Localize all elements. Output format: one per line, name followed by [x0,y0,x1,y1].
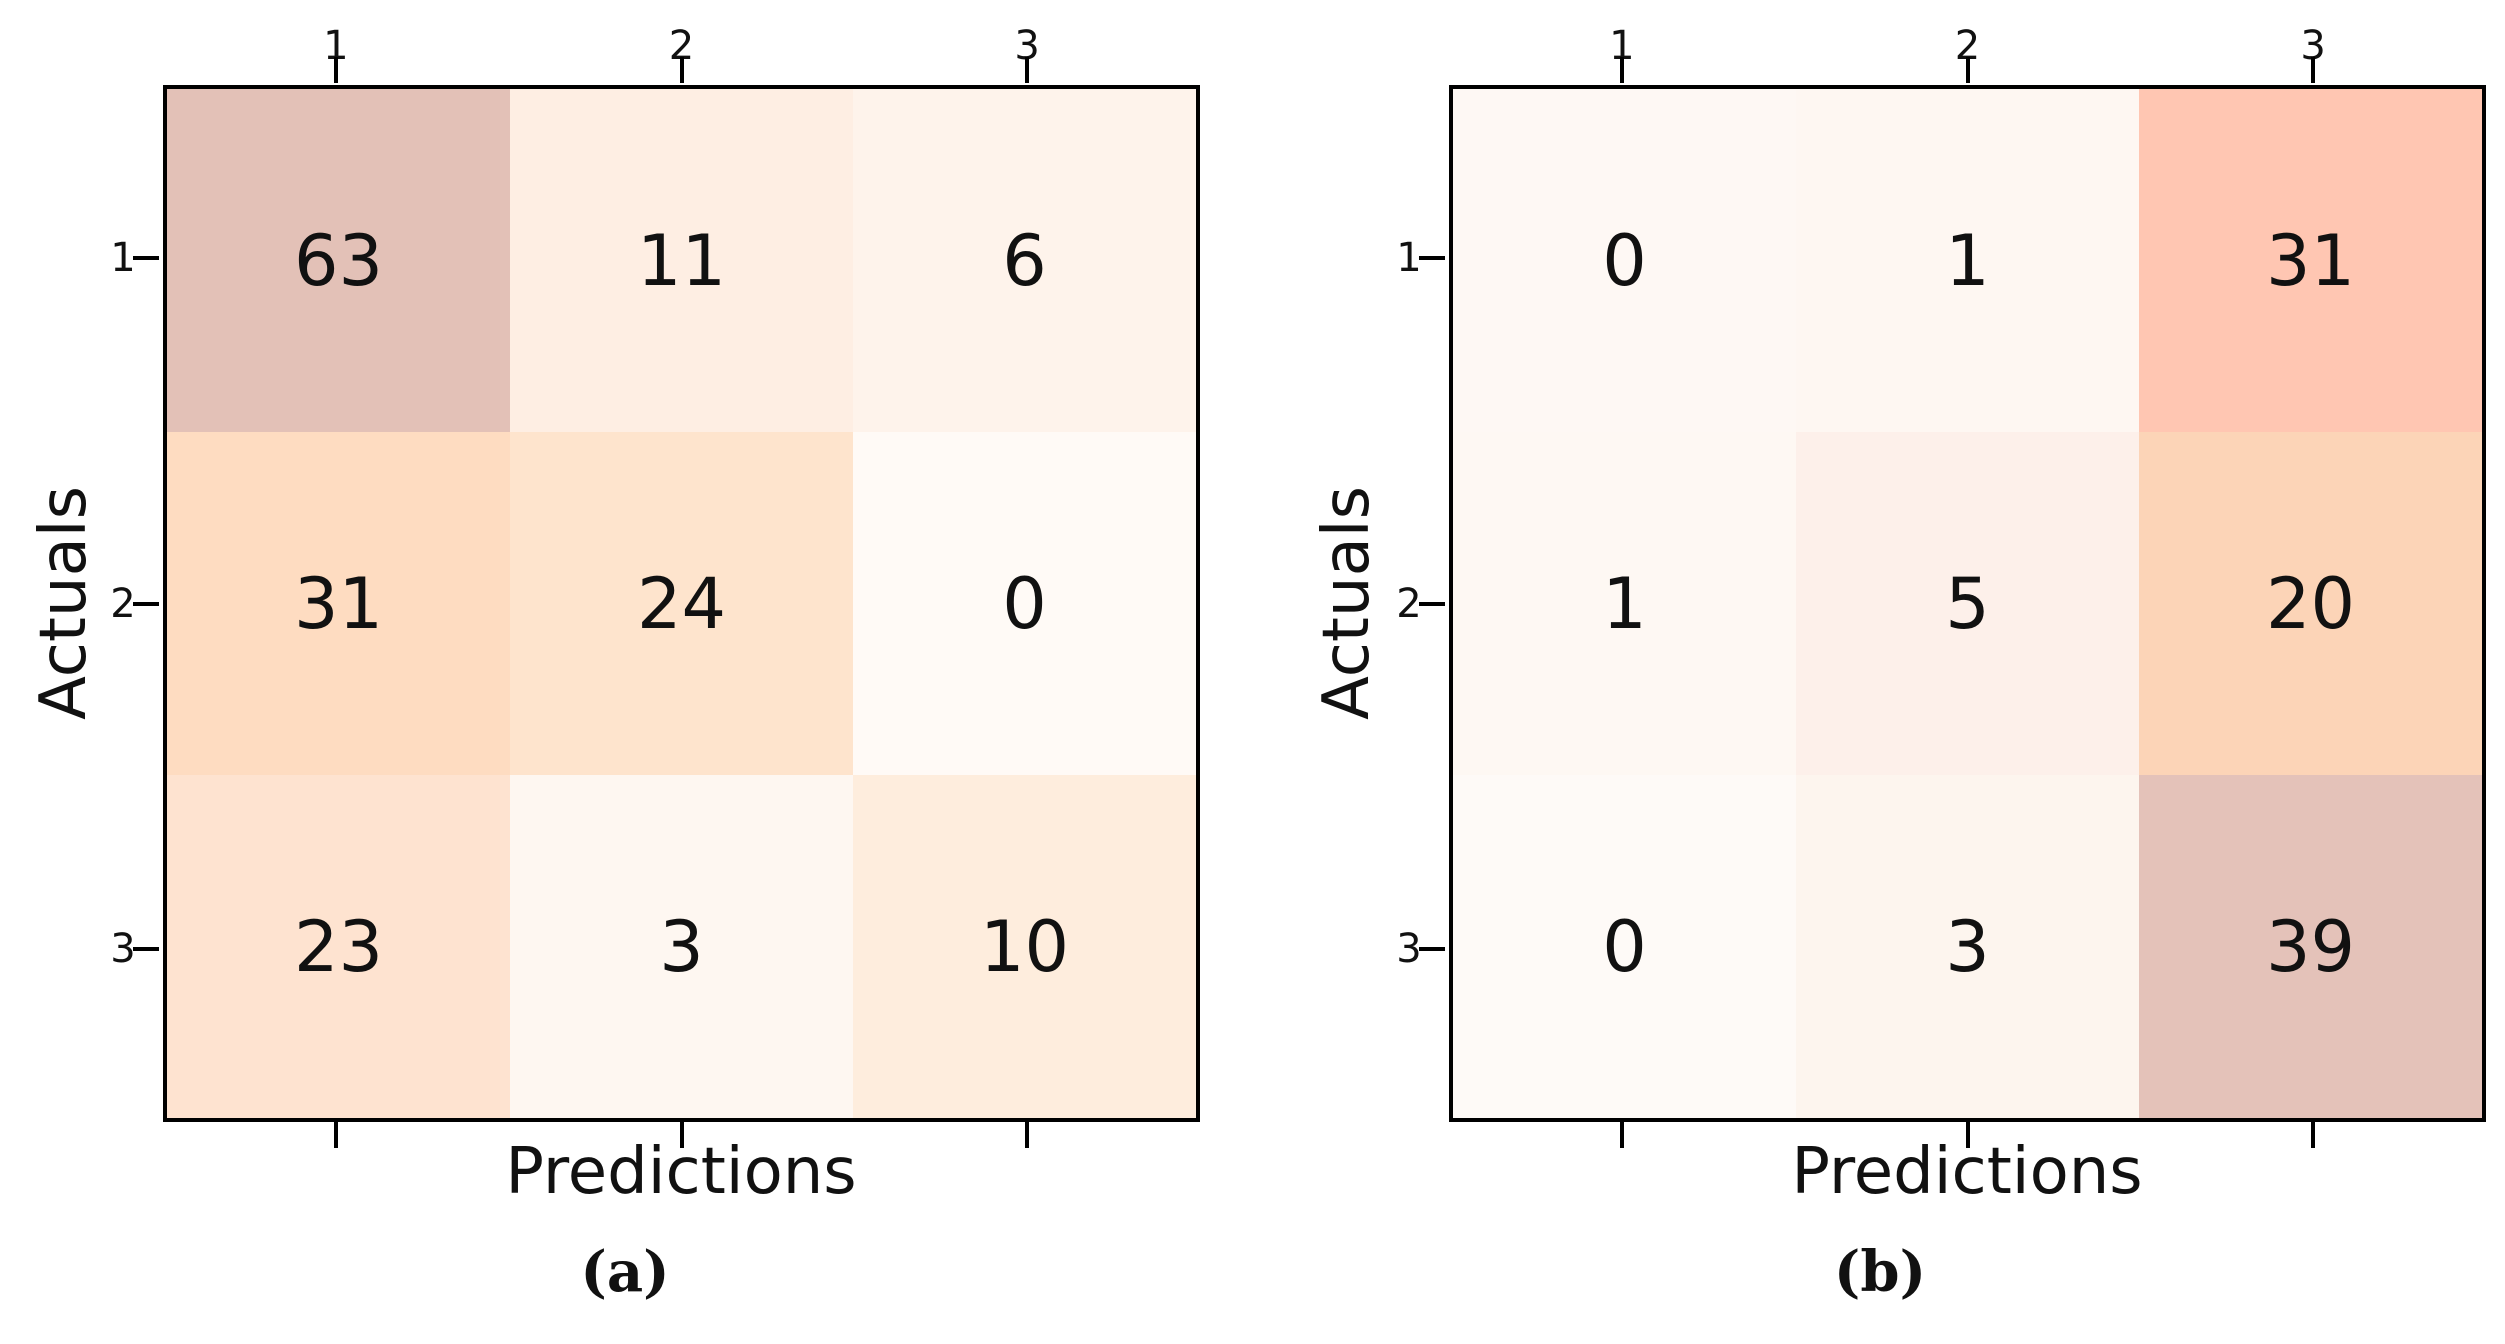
y-tick-label: 2 [110,580,136,627]
matrix-cell-r2c1: 1 [1453,432,1796,775]
x-tick-mark [1025,57,1030,83]
y-tick-mark [133,947,159,952]
matrix-cell-r1c1: 0 [1453,89,1796,432]
x-tick-mark-bottom [333,1122,338,1148]
y-tick-mark [1419,255,1445,260]
matrix-cell-r1c2: 11 [510,89,853,432]
x-tick-mark-bottom [1025,1122,1030,1148]
panel-caption-b: (b) [1833,1239,1927,1305]
matrix-cell-r2c1: 31 [167,432,510,775]
x-tick-mark [1619,57,1624,83]
y-tick-label: 1 [1396,234,1422,281]
matrix-cell-r3c3: 39 [2139,775,2482,1118]
x-tick-mark-bottom [1965,1122,1970,1148]
y-tick-label: 1 [110,234,136,281]
matrix-cell-r2c2: 24 [510,432,853,775]
x-axis-label-a: Predictions [505,1135,857,1209]
x-tick-mark-bottom [2311,1122,2316,1148]
y-tick-mark [1419,947,1445,952]
matrix-cell-r2c3: 0 [853,432,1196,775]
heatmap-b: 0 1 31 1 5 20 0 3 39 [1449,85,2486,1122]
y-tick-label: 3 [1396,926,1422,973]
heatmap-a: 63 11 6 31 24 0 23 3 10 [163,85,1200,1122]
y-axis-label-b: Actuals [1310,486,1384,720]
matrix-cell-r3c2: 3 [510,775,853,1118]
matrix-cell-r2c2: 5 [1796,432,2139,775]
matrix-cell-r1c3: 31 [2139,89,2482,432]
x-tick-mark [1965,57,1970,83]
heatmap-b-grid: 0 1 31 1 5 20 0 3 39 [1453,89,2482,1118]
panel-a: 63 11 6 31 24 0 23 3 10 Actuals Predictions (a) … [0,0,1250,1344]
x-axis-label-b: Predictions [1791,1135,2143,1209]
y-tick-mark [133,601,159,606]
matrix-cell-r3c1: 23 [167,775,510,1118]
x-tick-mark-bottom [679,1122,684,1148]
y-tick-mark [1419,601,1445,606]
matrix-cell-r3c1: 0 [1453,775,1796,1118]
matrix-cell-r1c3: 6 [853,89,1196,432]
y-tick-mark [133,255,159,260]
heatmap-a-grid: 63 11 6 31 24 0 23 3 10 [167,89,1196,1118]
y-tick-label: 2 [1396,580,1422,627]
x-tick-mark-bottom [1619,1122,1624,1148]
y-tick-label: 3 [110,926,136,973]
matrix-cell-r3c3: 10 [853,775,1196,1118]
y-axis-label-a: Actuals [27,486,101,720]
matrix-cell-r2c3: 20 [2139,432,2482,775]
x-tick-mark [679,57,684,83]
x-tick-mark [333,57,338,83]
matrix-cell-r1c1: 63 [167,89,510,432]
x-tick-mark [2311,57,2316,83]
matrix-cell-r1c2: 1 [1796,89,2139,432]
panel-caption-a: (a) [580,1239,670,1305]
matrix-cell-r3c2: 3 [1796,775,2139,1118]
